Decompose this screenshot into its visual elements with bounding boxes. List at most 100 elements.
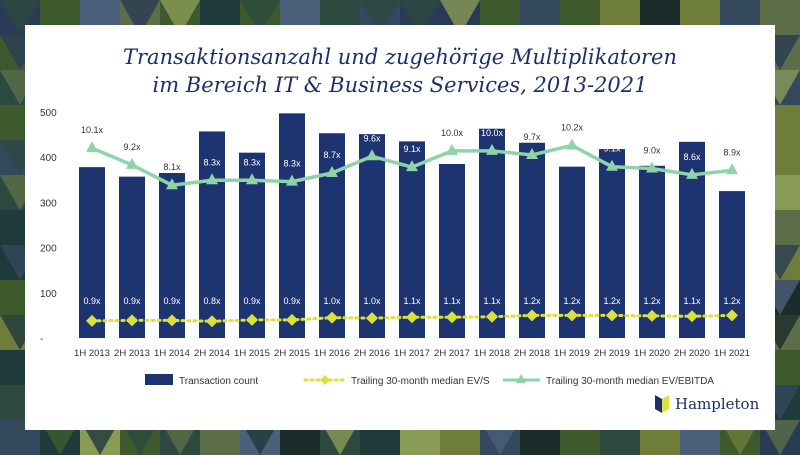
x-tick-label: 2H 2020 bbox=[674, 348, 710, 359]
bar-transaction-count bbox=[279, 113, 305, 338]
point-ev-ebitda bbox=[606, 159, 618, 171]
bar-transaction-count bbox=[639, 165, 665, 338]
point-ev-s bbox=[606, 309, 618, 322]
x-tick-label: 1H 2019 bbox=[554, 348, 590, 359]
chart-title-line-1: Transaktionsanzahl und zugehörige Multip… bbox=[123, 45, 677, 69]
legend-swatch-transaction-count bbox=[145, 374, 173, 385]
point-ev-ebitda bbox=[566, 138, 578, 150]
point-ev-ebitda bbox=[246, 173, 258, 185]
background-shard bbox=[360, 0, 400, 35]
x-tick-label: 2H 2019 bbox=[594, 348, 630, 359]
point-ev-ebitda bbox=[86, 141, 98, 153]
y-tick-label: 500 bbox=[40, 108, 57, 119]
background-shard bbox=[160, 0, 200, 35]
data-label-ev-ebitda: 8.6x bbox=[683, 152, 701, 162]
y-tick-label: - bbox=[40, 334, 43, 345]
point-ev-s bbox=[286, 313, 298, 326]
point-ev-s bbox=[86, 314, 98, 327]
point-ev-s bbox=[646, 309, 658, 322]
data-label-ev-ebitda: 9.6x bbox=[363, 133, 381, 143]
point-ev-s bbox=[406, 311, 418, 324]
point-ev-ebitda bbox=[726, 163, 738, 175]
data-label-ev-s: 1.2x bbox=[523, 296, 541, 306]
background-shard bbox=[120, 0, 160, 35]
bar-transaction-count bbox=[199, 131, 225, 338]
bar-transaction-count bbox=[479, 128, 505, 338]
y-tick-label: 300 bbox=[40, 198, 57, 209]
legend-marker-ev-s bbox=[320, 375, 330, 385]
data-label-ev-ebitda: 10.2x bbox=[561, 122, 584, 132]
point-ev-s bbox=[366, 312, 378, 325]
data-label-ev-s: 0.9x bbox=[83, 296, 101, 306]
data-label-ev-s: 0.9x bbox=[243, 296, 261, 306]
x-tick-label: 2H 2014 bbox=[194, 348, 230, 359]
legend-label-ev-ebitda: Trailing 30-month median EV/EBITDA bbox=[546, 376, 714, 387]
x-tick-label: 1H 2020 bbox=[634, 348, 670, 359]
x-tick-label: 1H 2018 bbox=[474, 348, 510, 359]
x-tick-label: 2H 2013 bbox=[114, 348, 150, 359]
data-label-ev-ebitda: 9.7x bbox=[523, 132, 541, 142]
background-shard bbox=[0, 0, 40, 35]
data-label-ev-s: 0.9x bbox=[283, 296, 301, 306]
point-ev-ebitda bbox=[446, 143, 458, 155]
background-shard bbox=[400, 0, 440, 35]
bar-transaction-count bbox=[399, 141, 425, 338]
point-ev-s bbox=[166, 314, 178, 327]
point-ev-s bbox=[206, 315, 218, 328]
data-label-ev-s: 1.2x bbox=[643, 296, 661, 306]
legend-marker-ev-ebitda bbox=[516, 374, 526, 383]
data-label-ev-s: 1.2x bbox=[563, 296, 581, 306]
x-tick-label: 2H 2016 bbox=[354, 348, 390, 359]
data-label-ev-s: 1.1x bbox=[403, 296, 421, 306]
chart-title-line-2: im Bereich IT & Business Services, 2013-… bbox=[152, 73, 648, 97]
data-label-ev-s: 0.9x bbox=[163, 296, 181, 306]
data-label-ev-ebitda: 10.0x bbox=[441, 128, 464, 138]
point-ev-ebitda bbox=[686, 167, 698, 179]
hampleton-logo-text: Hampleton bbox=[675, 395, 760, 413]
data-label-ev-s: 0.8x bbox=[203, 296, 221, 306]
data-label-ev-ebitda: 8.3x bbox=[283, 159, 301, 169]
bar-transaction-count bbox=[519, 142, 545, 338]
data-label-ev-ebitda: 8.7x bbox=[323, 150, 341, 160]
point-ev-s bbox=[486, 310, 498, 323]
data-label-ev-ebitda: 9.1x bbox=[603, 144, 621, 154]
x-tick-label: 2H 2018 bbox=[514, 348, 550, 359]
hampleton-logo: Hampleton bbox=[655, 393, 759, 415]
data-label-ev-s: 1.1x bbox=[683, 296, 701, 306]
point-ev-s bbox=[566, 309, 578, 322]
point-ev-s bbox=[446, 311, 458, 324]
data-label-ev-s: 0.9x bbox=[123, 296, 141, 306]
background-shard bbox=[440, 0, 480, 35]
point-ev-ebitda bbox=[166, 178, 178, 190]
bar-transaction-count bbox=[439, 163, 465, 338]
legend-label-transaction-count: Transaction count bbox=[179, 376, 258, 387]
data-label-ev-ebitda: 10.1x bbox=[81, 125, 104, 135]
point-ev-ebitda bbox=[486, 143, 498, 155]
point-ev-s bbox=[686, 310, 698, 323]
point-ev-s bbox=[526, 309, 538, 322]
x-tick-label: 1H 2016 bbox=[314, 348, 350, 359]
point-ev-s bbox=[326, 311, 338, 324]
data-label-ev-ebitda: 8.1x bbox=[163, 162, 181, 172]
x-tick-label: 1H 2021 bbox=[714, 348, 750, 359]
data-label-ev-s: 1.0x bbox=[363, 296, 381, 306]
x-tick-label: 2H 2017 bbox=[434, 348, 470, 359]
data-label-ev-s: 1.2x bbox=[603, 296, 621, 306]
x-tick-label: 1H 2015 bbox=[234, 348, 270, 359]
hampleton-logo-icon bbox=[655, 395, 669, 413]
data-label-ev-s: 1.2x bbox=[723, 296, 741, 306]
legend-label-ev-s: Trailing 30-month median EV/S bbox=[351, 376, 490, 387]
data-label-ev-ebitda: 8.3x bbox=[203, 157, 221, 167]
point-ev-ebitda bbox=[206, 173, 218, 185]
data-label-ev-ebitda: 8.9x bbox=[723, 147, 741, 157]
data-label-ev-ebitda: 9.0x bbox=[643, 146, 661, 156]
chart-title: Transaktionsanzahl und zugehörige Multip… bbox=[0, 43, 800, 99]
y-tick-label: 100 bbox=[40, 289, 57, 300]
bar-transaction-count bbox=[159, 173, 185, 338]
data-label-ev-ebitda: 9.1x bbox=[403, 144, 421, 154]
x-tick-label: 1H 2014 bbox=[154, 348, 190, 359]
x-tick-label: 2H 2015 bbox=[274, 348, 310, 359]
point-ev-ebitda bbox=[366, 149, 378, 161]
x-tick-label: 1H 2017 bbox=[394, 348, 430, 359]
